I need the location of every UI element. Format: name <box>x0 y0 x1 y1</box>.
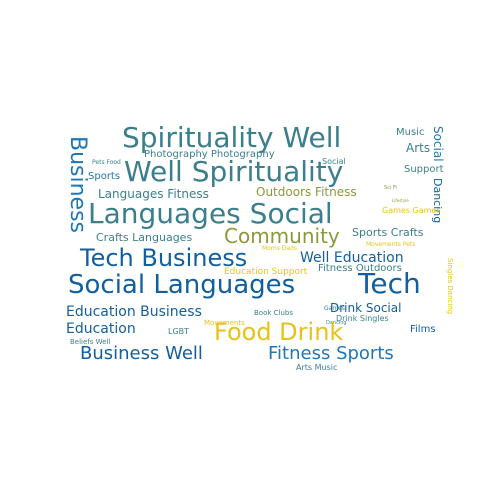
cloud-word: Dancing <box>326 320 347 326</box>
cloud-word: Dancing <box>431 178 444 224</box>
cloud-word: Singles Dancing <box>446 258 454 315</box>
cloud-word: Well Spirituality <box>124 155 344 188</box>
cloud-word: Arts Music <box>296 363 338 372</box>
cloud-word: Arts <box>406 141 431 155</box>
cloud-word: Lifestyle <box>392 198 409 203</box>
cloud-word: Social <box>322 157 346 166</box>
cloud-word: Sports Crafts <box>352 226 424 239</box>
cloud-word: Tech <box>358 267 421 300</box>
cloud-word: Community <box>224 224 340 248</box>
cloud-word: Moms Dads <box>262 245 297 252</box>
cloud-word: Drink Social <box>330 301 402 315</box>
cloud-word: Food Drink <box>214 318 344 346</box>
cloud-word: Beliefs Well <box>70 338 111 346</box>
cloud-word: Education Support <box>224 267 308 277</box>
cloud-word: Movements <box>204 319 245 327</box>
cloud-word: LGBT <box>168 327 190 336</box>
cloud-word: Fitness Sports <box>268 343 394 364</box>
cloud-word: Games Games <box>382 206 441 215</box>
cloud-word: Games <box>324 305 345 312</box>
cloud-word: Crafts Languages <box>96 231 193 244</box>
cloud-word: Social <box>431 126 445 162</box>
cloud-word: Fitness Outdoors <box>318 263 402 274</box>
cloud-word: Education <box>66 321 136 337</box>
cloud-word: Well Education <box>300 250 404 266</box>
cloud-word: Sci Fi <box>384 185 397 191</box>
cloud-word: Languages Social <box>88 197 333 230</box>
cloud-word: Tech Business <box>80 244 248 272</box>
cloud-word: Movements Pets <box>366 241 416 248</box>
cloud-word: Outdoors Fitness <box>256 185 357 199</box>
cloud-word: Pets Food <box>92 159 121 166</box>
cloud-word: Education Business <box>66 304 202 320</box>
cloud-word: Sports <box>88 171 121 182</box>
cloud-word: Photography Photography <box>144 149 275 160</box>
cloud-word: Book Clubs <box>254 309 294 317</box>
cloud-word: Languages Fitness <box>98 187 209 201</box>
cloud-word: Drink Singles <box>336 314 389 323</box>
cloud-word: Films <box>410 324 436 335</box>
cloud-word: Social Languages <box>68 270 296 300</box>
cloud-word: Business Well <box>80 343 203 364</box>
cloud-word: Music <box>396 127 425 138</box>
cloud-word: Support <box>404 164 444 175</box>
cloud-word: Business <box>65 136 90 234</box>
cloud-word: Spirituality Well <box>122 121 342 154</box>
